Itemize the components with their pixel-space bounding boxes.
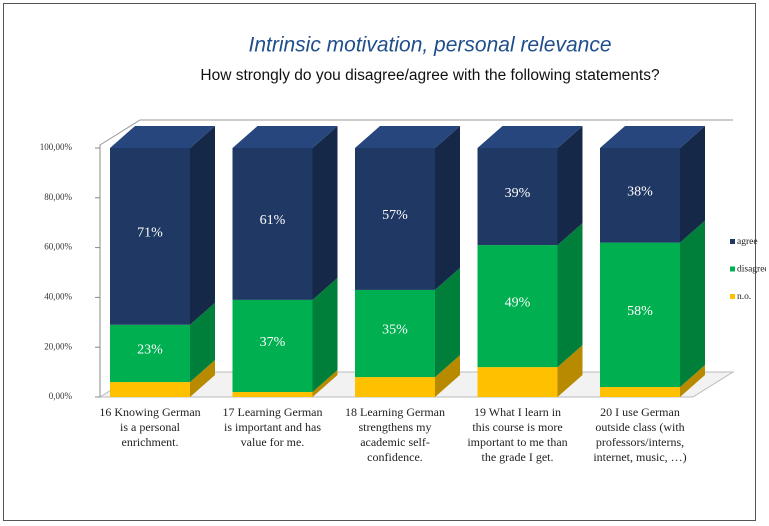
- bar-top: [110, 126, 215, 148]
- bar-side: [557, 223, 583, 368]
- bar-segment: [600, 242, 680, 388]
- value-label: 37%: [260, 335, 286, 350]
- x-tick-label: 16 Knowing German is a personal enrichme…: [99, 405, 201, 449]
- legend-label: disagree: [737, 265, 769, 275]
- value-label: 23%: [137, 343, 163, 358]
- legend-swatch: [730, 239, 735, 244]
- bar-side: [680, 220, 705, 388]
- value-label: 35%: [382, 323, 408, 338]
- bar-side: [312, 277, 338, 393]
- y-tick-label: 20,00%: [44, 341, 72, 351]
- x-tick-label: 19 What I learn in this course is more i…: [467, 405, 568, 464]
- y-tick-label: 40,00%: [44, 291, 72, 301]
- chart-title: Intrinsic motivation, personal relevance: [248, 34, 611, 57]
- bar-segment: [110, 324, 190, 383]
- bar-segment: [232, 392, 313, 397]
- bar-side: [190, 126, 215, 325]
- value-label: 71%: [137, 226, 163, 241]
- bar-segment: [600, 387, 680, 397]
- value-label: 39%: [505, 186, 531, 201]
- bar-side: [190, 302, 215, 383]
- y-tick-label: 60,00%: [44, 242, 72, 252]
- bar-segment: [355, 148, 435, 290]
- bar-side: [680, 126, 705, 243]
- bar-side: [312, 126, 338, 300]
- bar-side: [557, 126, 583, 246]
- bar-segment: [232, 299, 313, 393]
- bar-segment: [477, 245, 558, 368]
- x-tick-label: 20 I use German outside class (with prof…: [593, 405, 687, 464]
- y-tick-label: 80,00%: [44, 192, 72, 202]
- bar-segment: [232, 148, 313, 300]
- bar-top: [232, 126, 338, 148]
- bar-side: [557, 345, 583, 397]
- value-label: 57%: [382, 208, 408, 223]
- bar-top: [355, 126, 460, 148]
- y-tick-label: 100,00%: [40, 142, 73, 152]
- legend-label: n.o.: [737, 292, 751, 302]
- y-tick-label: 0,00%: [49, 391, 73, 401]
- bar-side: [435, 126, 460, 290]
- bar-segment: [477, 367, 558, 397]
- bar-segment: [600, 148, 680, 243]
- bar-top: [477, 126, 583, 148]
- value-label: 58%: [627, 304, 653, 319]
- bar-top: [600, 126, 705, 148]
- legend-swatch: [730, 266, 735, 272]
- x-tick-label: 17 Learning German is important and has …: [222, 405, 323, 449]
- bar-side: [680, 365, 705, 397]
- x-tick-label: 18 Learning German strengthens my academ…: [345, 405, 445, 464]
- bar-segment: [477, 148, 558, 246]
- chart-subtitle: How strongly do you disagree/agree with …: [200, 67, 660, 84]
- legend-swatch: [730, 294, 735, 299]
- bar-side: [435, 355, 460, 397]
- legend: agree disagree n.o.: [730, 237, 769, 302]
- bar-segment: [110, 382, 190, 397]
- bar-side: [190, 360, 215, 397]
- bar-segment: [355, 377, 435, 397]
- legend-label: agree: [737, 237, 758, 247]
- bar-side: [312, 370, 338, 397]
- value-label: 61%: [260, 213, 286, 228]
- value-label: 38%: [627, 185, 653, 200]
- bar-segment: [110, 148, 190, 325]
- bar-segment: [355, 289, 435, 378]
- value-label: 49%: [505, 295, 531, 310]
- frame-border: [3, 3, 756, 521]
- bar-side: [435, 267, 460, 378]
